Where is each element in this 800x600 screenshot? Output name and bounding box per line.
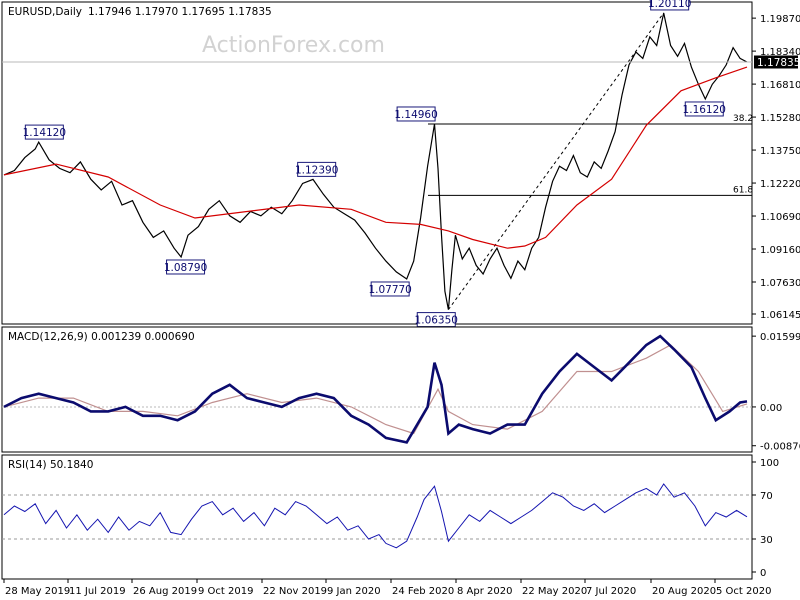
price-annotation-label: 1.16120 bbox=[683, 104, 726, 116]
price-annotation-label: 1.06350 bbox=[415, 315, 458, 327]
price-y-tick-label: 1.19870 bbox=[760, 14, 800, 25]
price-annotation-box bbox=[396, 106, 436, 122]
rsi-y-tick-label: 70 bbox=[760, 491, 773, 502]
price-annotations: 1.14120 1.08790 1.12390 1.07770 1.14960 1.063… bbox=[23, 0, 726, 328]
price-annotation-label: 1.14960 bbox=[394, 109, 437, 121]
price-annotation-box bbox=[166, 259, 206, 275]
price-annotation-label: 1.20110 bbox=[648, 0, 691, 10]
rsi-series bbox=[3, 483, 748, 549]
macd-y-axis: 0.015991 0.00 -0.00876 bbox=[752, 332, 800, 453]
price-annotation-label: 1.07770 bbox=[368, 284, 411, 296]
x-tick-label: 9 Jan 2020 bbox=[327, 586, 381, 597]
x-tick-label: 7 Jul 2020 bbox=[586, 586, 636, 597]
macd-signal-series bbox=[3, 344, 748, 435]
current-price-label: 1.17835 bbox=[757, 57, 800, 69]
price-y-tick-label: 1.16810 bbox=[760, 80, 800, 91]
rsi-y-axis: 100 70 30 0 bbox=[752, 458, 779, 579]
x-tick-label: 8 Apr 2020 bbox=[457, 586, 512, 597]
price-y-tick-label: 1.06145 bbox=[760, 310, 800, 321]
rsi-y-tick-label: 0 bbox=[760, 568, 766, 579]
macd-y-tick-label: 0.00 bbox=[760, 403, 782, 414]
price-y-tick-label: 1.12220 bbox=[760, 179, 800, 190]
price-annotation-label: 1.12390 bbox=[295, 164, 338, 176]
rsi-header: RSI(14) 50.1840 bbox=[8, 459, 93, 471]
x-tick-label: 5 Oct 2020 bbox=[716, 586, 771, 597]
macd-series bbox=[3, 334, 748, 444]
fib-level-label: 38.2 bbox=[733, 114, 753, 124]
price-annotation-box bbox=[297, 161, 337, 177]
x-tick-label: 22 May 2020 bbox=[522, 586, 587, 597]
price-y-tick-label: 1.15280 bbox=[760, 113, 800, 124]
price-annotation-box bbox=[24, 124, 64, 140]
price-panel-border bbox=[1, 1, 753, 325]
price-y-tick-label: 1.18340 bbox=[760, 47, 800, 58]
x-tick-label: 26 Aug 2019 bbox=[133, 586, 197, 597]
macd-y-tick-label: -0.00876 bbox=[760, 442, 800, 453]
rsi-y-tick-label: 30 bbox=[760, 535, 773, 546]
moving-average-series bbox=[3, 66, 748, 249]
x-tick-label: 20 Aug 2020 bbox=[652, 586, 716, 597]
price-y-axis: 1.19870 1.18340 1.16810 1.15280 1.13750 1.122… bbox=[752, 14, 800, 321]
rsi-y-tick-label: 100 bbox=[760, 458, 779, 469]
x-tick-label: 28 May 2019 bbox=[5, 586, 70, 597]
fib-level-label: 61.8 bbox=[733, 185, 753, 195]
price-annotation-box bbox=[684, 101, 724, 117]
price-header-ohlc: 1.17946 1.17970 1.17695 1.17835 bbox=[88, 6, 272, 18]
x-tick-label: 9 Oct 2019 bbox=[198, 586, 253, 597]
price-y-tick-label: 1.13750 bbox=[760, 146, 800, 157]
price-header-symbol: EURUSD,Daily bbox=[8, 6, 82, 18]
price-annotation-box bbox=[650, 0, 690, 11]
price-y-tick-label: 1.10690 bbox=[760, 212, 800, 223]
watermark: ActionForex.com bbox=[202, 33, 385, 58]
rsi-panel-border bbox=[1, 454, 753, 580]
x-tick-label: 24 Feb 2020 bbox=[392, 586, 454, 597]
macd-y-tick-label: 0.015991 bbox=[760, 332, 800, 343]
rsi-panel: RSI(14) 50.1840 100 70 30 0 bbox=[1, 454, 779, 580]
retracement-trendline bbox=[448, 12, 665, 310]
price-annotation-label: 1.08790 bbox=[164, 262, 207, 274]
macd-panel-border bbox=[1, 326, 753, 453]
macd-header: MACD(12,26,9) 0.001239 0.000690 bbox=[8, 331, 195, 343]
fibonacci-levels: 38.2 61.8 bbox=[428, 114, 753, 196]
price-panel: EURUSD,Daily 1.17946 1.17970 1.17695 1.1… bbox=[1, 0, 800, 328]
current-price-badge bbox=[754, 55, 798, 69]
price-annotation-box bbox=[370, 281, 410, 297]
price-y-tick-label: 1.07630 bbox=[760, 278, 800, 289]
x-tick-label: 11 Jul 2019 bbox=[69, 586, 126, 597]
rsi-level-lines bbox=[2, 494, 752, 540]
price-y-tick-label: 1.09160 bbox=[760, 245, 800, 256]
macd-panel: MACD(12,26,9) 0.001239 0.000690 0.015991… bbox=[1, 326, 800, 453]
x-tick-label: 22 Nov 2019 bbox=[263, 586, 327, 597]
price-series bbox=[3, 12, 748, 310]
price-annotation-label: 1.14120 bbox=[23, 127, 66, 139]
